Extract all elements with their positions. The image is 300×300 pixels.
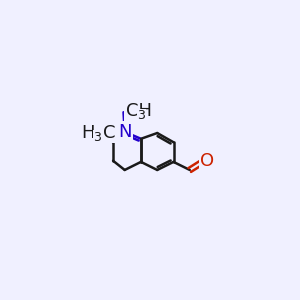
Text: 3: 3	[94, 131, 101, 144]
Text: 3: 3	[137, 109, 145, 122]
Text: H: H	[81, 124, 94, 142]
Text: O: O	[200, 152, 214, 170]
Text: N: N	[118, 123, 131, 141]
Text: CH: CH	[126, 102, 152, 120]
Text: C: C	[103, 124, 115, 142]
